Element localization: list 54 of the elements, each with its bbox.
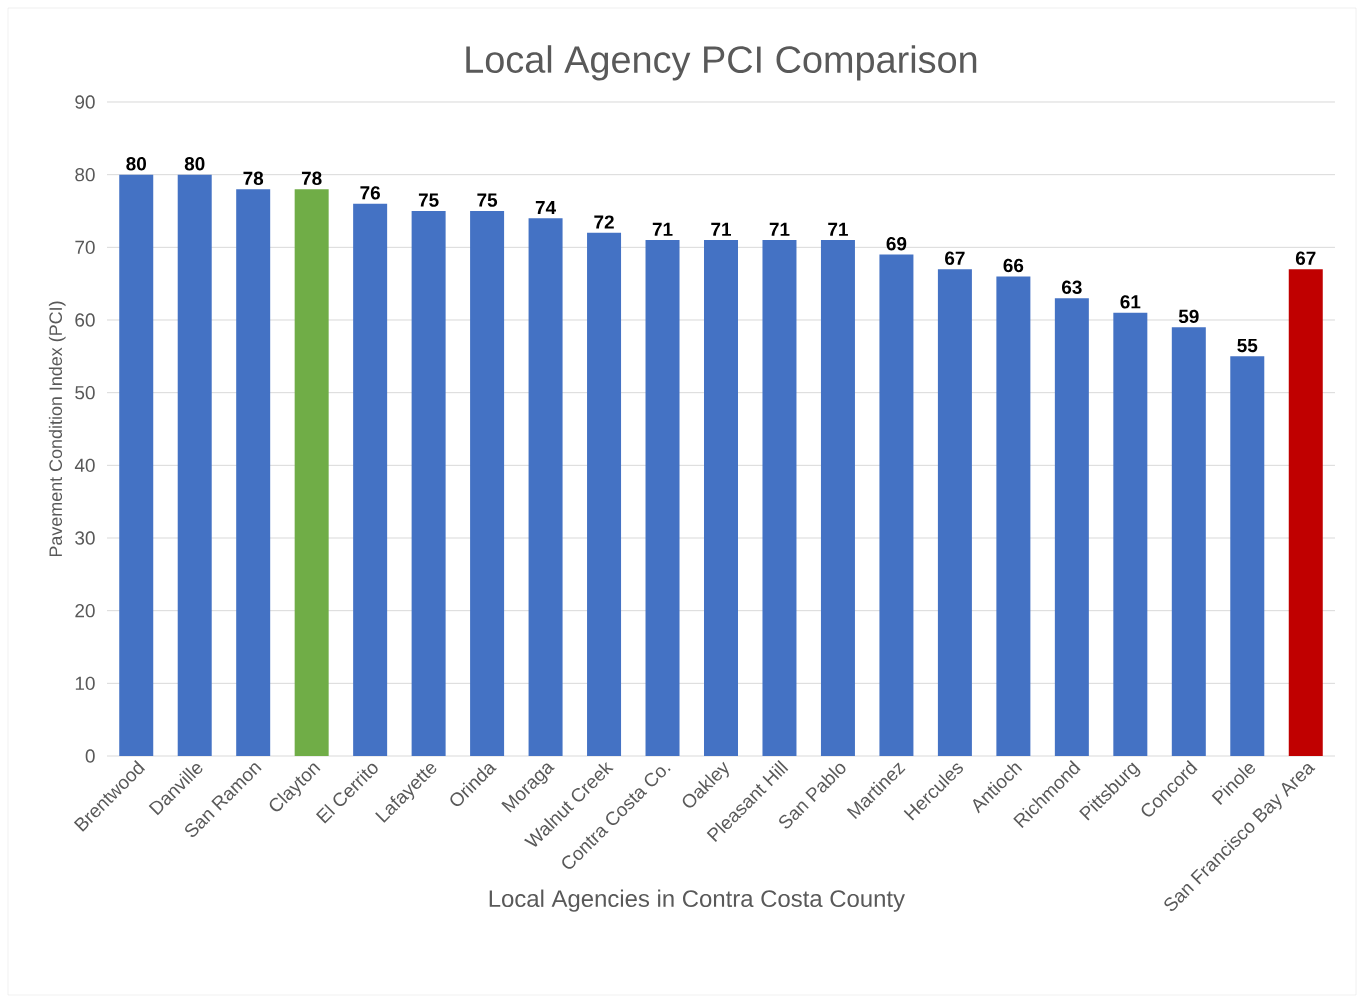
data-label: 71 (711, 222, 731, 236)
y-tick-label: 50 (75, 385, 95, 400)
bar (645, 240, 680, 756)
bar (353, 203, 388, 756)
data-label: 78 (243, 171, 264, 185)
data-label: 71 (769, 222, 790, 236)
bar (820, 240, 855, 756)
bar (762, 240, 797, 756)
data-label: 71 (652, 222, 673, 236)
y-tick-label: 60 (75, 313, 95, 327)
y-tick-label: 80 (75, 167, 95, 182)
data-label: 80 (126, 157, 146, 171)
bar (119, 174, 154, 756)
data-label: 59 (1178, 309, 1199, 324)
y-tick-label: 70 (75, 240, 95, 255)
bar (470, 211, 505, 756)
y-tick-label: 10 (75, 676, 95, 691)
data-label: 66 (1003, 258, 1024, 273)
data-label: 69 (886, 236, 907, 251)
bar (411, 211, 446, 756)
bar (1171, 327, 1206, 756)
bar (1230, 356, 1265, 756)
bar (1288, 269, 1323, 756)
y-tick-label: 90 (75, 95, 95, 109)
data-label: 80 (184, 157, 205, 171)
y-tick-label: 40 (74, 458, 95, 473)
x-axis-title: Local Agencies in Contra Costa County (489, 889, 905, 912)
bar (1054, 298, 1089, 756)
data-label: 55 (1237, 338, 1258, 353)
y-tick-label: 30 (75, 531, 95, 545)
data-label: 75 (418, 193, 439, 207)
chart-title: Local Agency PCI Comparison (466, 45, 977, 81)
bar (177, 174, 212, 756)
data-label: 71 (828, 222, 848, 236)
bar (937, 269, 972, 756)
bar (879, 254, 914, 756)
bar (528, 218, 563, 756)
data-label: 63 (1062, 280, 1082, 294)
bar (294, 189, 329, 756)
data-label: 74 (535, 201, 556, 215)
bar (236, 189, 271, 756)
bar (996, 276, 1031, 756)
data-label: 75 (477, 193, 498, 207)
bar (1113, 312, 1148, 756)
y-axis-title: Pavement Condition Index (PCI) (48, 301, 66, 557)
data-label: 67 (1295, 251, 1316, 265)
data-label: 61 (1120, 295, 1141, 309)
data-label: 78 (301, 171, 322, 185)
bar (704, 240, 738, 756)
bar (587, 232, 622, 756)
y-tick-label: 20 (75, 603, 95, 618)
data-label: 67 (945, 251, 965, 265)
data-label: 76 (360, 186, 380, 200)
data-label: 72 (594, 215, 614, 229)
